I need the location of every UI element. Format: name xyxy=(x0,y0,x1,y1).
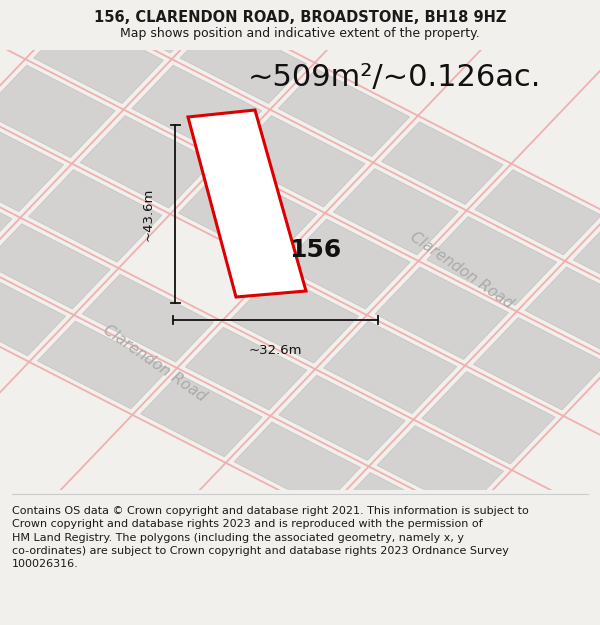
Text: 156, CLARENDON ROAD, BROADSTONE, BH18 9HZ: 156, CLARENDON ROAD, BROADSTONE, BH18 9H… xyxy=(94,10,506,25)
Polygon shape xyxy=(475,170,600,255)
Polygon shape xyxy=(323,321,457,414)
Text: ~43.6m: ~43.6m xyxy=(142,188,155,241)
Polygon shape xyxy=(230,273,358,363)
Polygon shape xyxy=(179,166,317,261)
Polygon shape xyxy=(334,169,458,255)
Polygon shape xyxy=(0,65,115,158)
Polygon shape xyxy=(230,116,365,207)
Polygon shape xyxy=(188,110,306,297)
Polygon shape xyxy=(278,69,410,156)
Polygon shape xyxy=(282,219,410,309)
Polygon shape xyxy=(180,18,307,104)
Text: ~509m²/~0.126ac.: ~509m²/~0.126ac. xyxy=(248,63,541,92)
Polygon shape xyxy=(427,217,557,306)
Polygon shape xyxy=(141,374,262,457)
Polygon shape xyxy=(80,116,214,208)
Polygon shape xyxy=(375,267,508,359)
Polygon shape xyxy=(0,119,64,212)
Polygon shape xyxy=(382,122,503,204)
Polygon shape xyxy=(38,321,169,409)
Text: Map shows position and indicative extent of the property.: Map shows position and indicative extent… xyxy=(120,27,480,40)
Text: ~32.6m: ~32.6m xyxy=(249,344,302,357)
Text: Clarendon Road: Clarendon Road xyxy=(408,229,516,311)
Polygon shape xyxy=(0,271,65,356)
Polygon shape xyxy=(279,375,405,461)
Polygon shape xyxy=(185,328,307,410)
Polygon shape xyxy=(29,170,162,262)
Text: Clarendon Road: Clarendon Road xyxy=(101,322,209,404)
Polygon shape xyxy=(82,0,208,53)
Polygon shape xyxy=(332,472,459,558)
Polygon shape xyxy=(377,426,503,511)
Polygon shape xyxy=(82,274,214,362)
Text: 156: 156 xyxy=(289,238,341,262)
Polygon shape xyxy=(34,15,163,104)
Polygon shape xyxy=(422,372,555,464)
Polygon shape xyxy=(234,422,361,507)
Polygon shape xyxy=(573,220,600,306)
Polygon shape xyxy=(473,318,600,410)
Text: Contains OS data © Crown copyright and database right 2021. This information is : Contains OS data © Crown copyright and d… xyxy=(12,506,529,569)
Polygon shape xyxy=(525,267,600,356)
Polygon shape xyxy=(0,224,110,309)
Polygon shape xyxy=(132,65,262,154)
Polygon shape xyxy=(0,173,12,258)
